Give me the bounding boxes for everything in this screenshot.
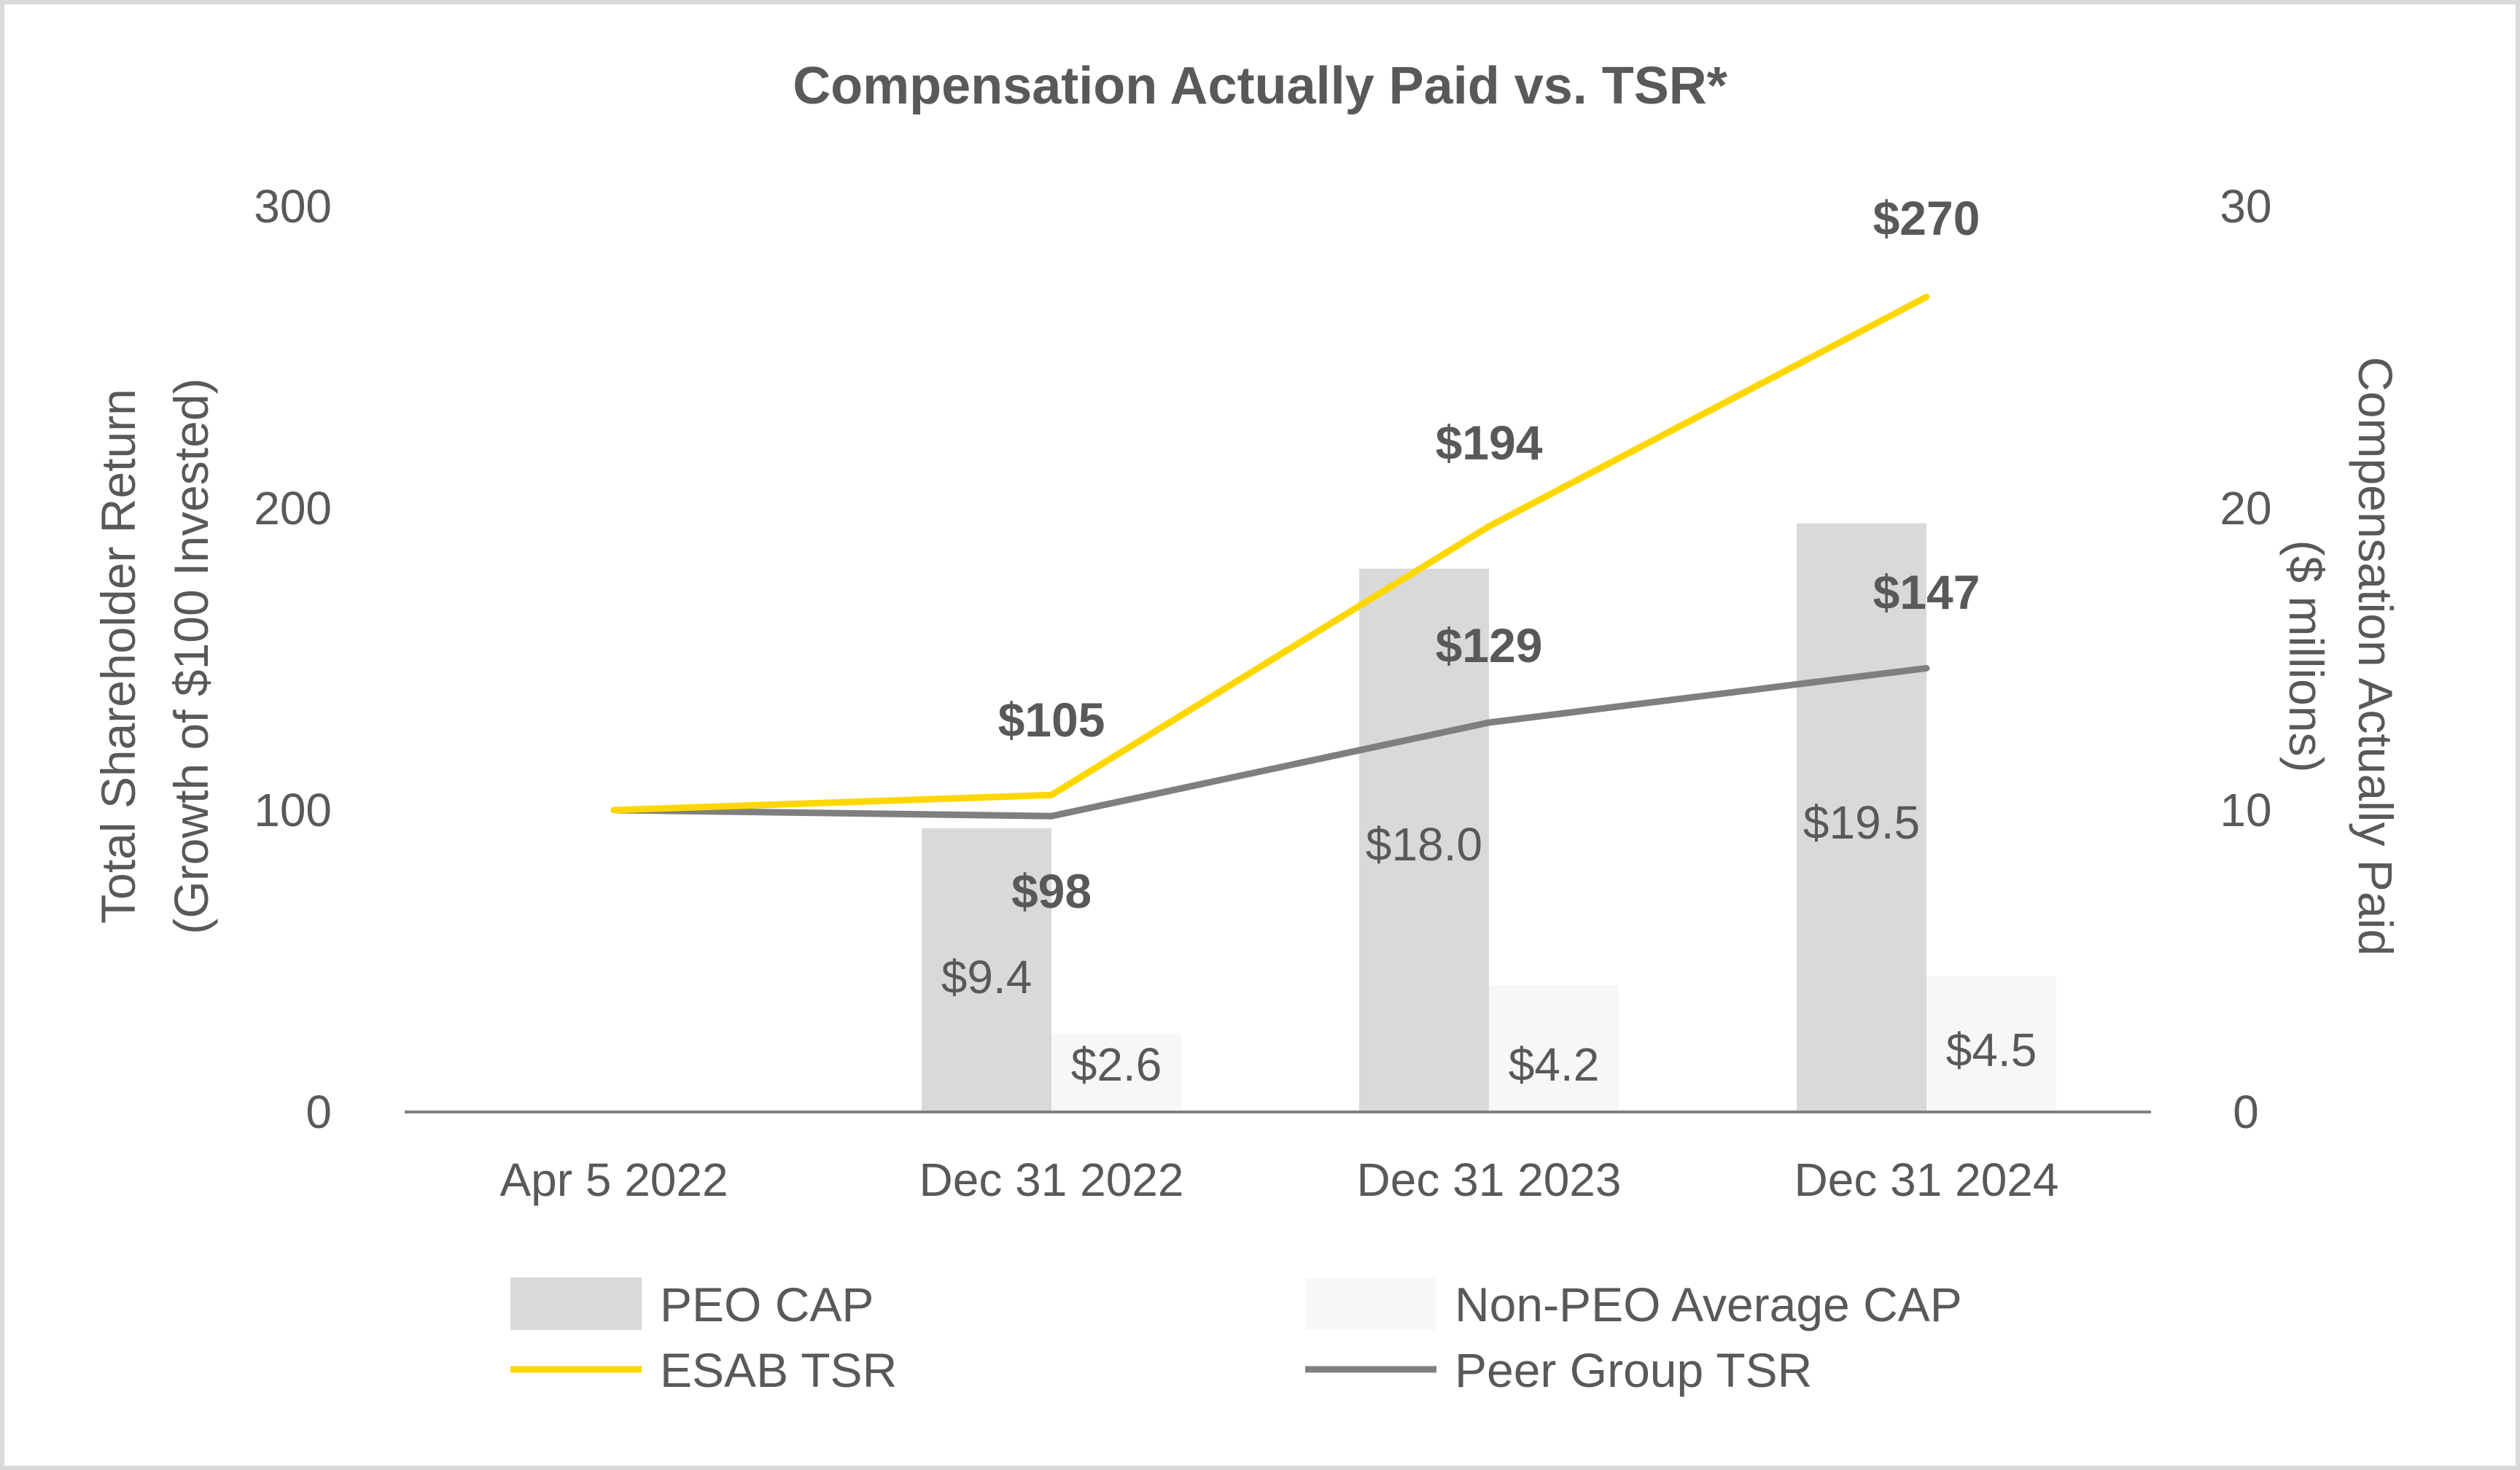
legend-peo-cap-label: PEO CAP: [660, 1278, 874, 1331]
y-right-axis-title: Compensation Actually Paid: [2349, 357, 2403, 956]
non-peo-cap-bar-label: $4.5: [1946, 1024, 2037, 1076]
peer-group-tsr-line: [610, 664, 1930, 820]
esab-tsr-label: $194: [1436, 416, 1543, 470]
y-left-axis-title: (Growth of $100 Invested): [164, 378, 218, 934]
peo-cap-bar: [922, 828, 1051, 1112]
legend: PEO CAP Non-PEO Average CAP ESAB TSR Peer G…: [510, 1278, 1962, 1397]
axes: Apr 5 2022 Dec 31 2022 Dec 31 2023 Dec 31 2…: [91, 180, 2403, 1206]
data-labels: $9.4 $2.6 $18.0 $4.2 $19.5 $4.5 $105 $194 $270 $9…: [941, 191, 2037, 1091]
chart-title: Compensation Actually Paid vs. TSR*: [793, 57, 1727, 115]
legend-non-peo-cap-label: Non-PEO Average CAP: [1455, 1278, 1962, 1331]
y-left-tick-label: 100: [254, 784, 332, 836]
x-tick-label: Dec 31 2024: [1794, 1154, 2059, 1206]
series-lines: [610, 293, 1930, 820]
y-left-tick-label: 300: [254, 180, 332, 233]
legend-esab-tsr-label: ESAB TSR: [660, 1343, 897, 1397]
y-right-tick-label: 30: [2220, 180, 2271, 233]
peer-group-tsr-label: $147: [1873, 565, 1980, 619]
esab-tsr-line: [610, 293, 1930, 814]
y-right-tick-label: 10: [2220, 784, 2271, 836]
peo-cap-bar-label: $19.5: [1803, 796, 1920, 849]
y-left-axis-title: Total Shareholder Return: [91, 389, 145, 924]
y-right-tick-label: 20: [2220, 482, 2271, 534]
legend-non-peo-cap-swatch: [1305, 1278, 1436, 1330]
x-tick-label: Dec 31 2023: [1357, 1154, 1622, 1206]
esab-tsr-label: $270: [1873, 191, 1980, 245]
peo-cap-bar-label: $9.4: [941, 951, 1032, 1003]
non-peo-cap-bar: [1051, 1033, 1181, 1112]
x-tick-label: Apr 5 2022: [499, 1154, 728, 1206]
y-left-tick-label: 0: [306, 1086, 332, 1138]
non-peo-cap-bar-label: $4.2: [1509, 1038, 1600, 1091]
legend-peer-group-tsr-label: Peer Group TSR: [1455, 1343, 1812, 1397]
peo-cap-bar: [1359, 568, 1489, 1112]
y-right-tick-label: 0: [2233, 1086, 2259, 1138]
non-peo-cap-bar: [1489, 985, 1619, 1112]
y-left-tick-label: 200: [254, 482, 332, 534]
esab-tsr-label: $105: [998, 693, 1105, 747]
non-peo-cap-bar: [1926, 976, 2056, 1112]
non-peo-cap-bar-label: $2.6: [1071, 1038, 1162, 1091]
peo-cap-bar: [1797, 523, 1926, 1112]
peer-group-tsr-label: $98: [1011, 864, 1092, 918]
bars: [922, 523, 2056, 1112]
peo-cap-bar-label: $18.0: [1366, 818, 1482, 871]
legend-peo-cap-swatch: [510, 1278, 642, 1330]
peer-group-tsr-label: $129: [1436, 618, 1543, 672]
x-tick-label: Dec 31 2022: [919, 1154, 1184, 1206]
y-right-axis-title: ($ millions): [2279, 540, 2333, 772]
